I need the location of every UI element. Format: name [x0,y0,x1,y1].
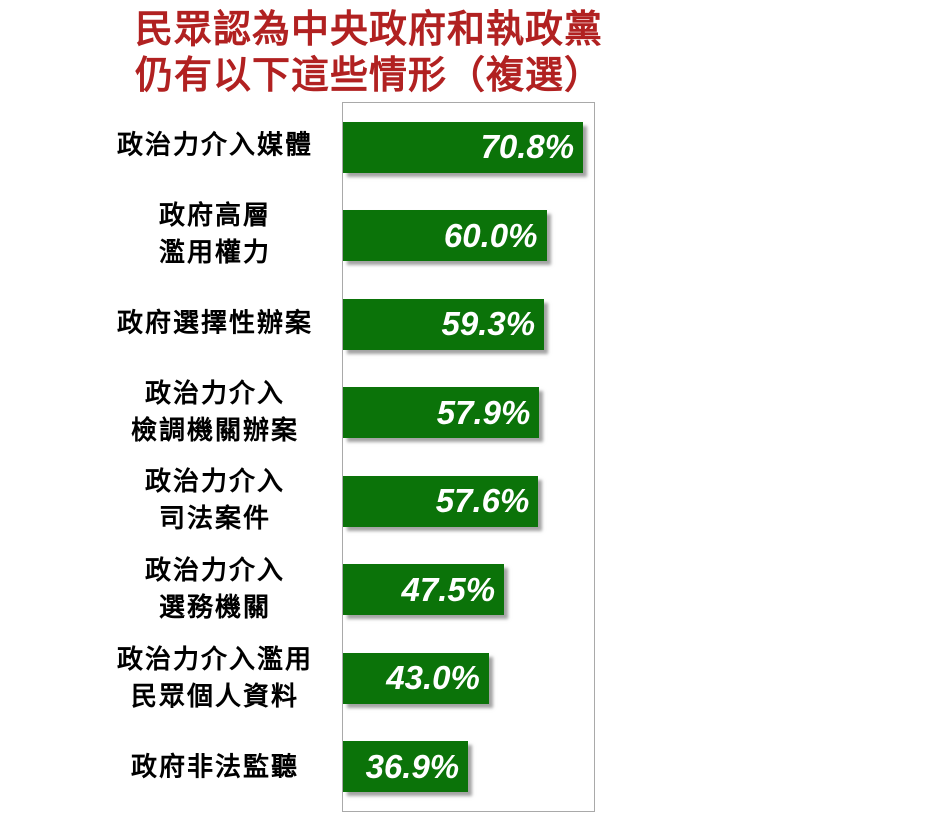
category-label: 政治力介入濫用 民眾個人資料 [95,642,335,716]
bar-value-label: 60.0% [443,216,538,254]
category-label: 政治力介入 選務機關 [95,553,335,627]
bar-value-label: 57.9% [436,393,531,431]
bar-value-label: 43.0% [386,659,480,697]
category-label-line: 民眾個人資料 [130,681,299,712]
bar-value-label: 70.8% [480,128,575,166]
category-label-line: 政治力介入 [144,556,285,587]
category-label: 政府高層 濫用權力 [95,198,335,272]
bar: 60.0% [343,210,547,262]
category-label-line: 政府選擇性辦案 [116,308,313,339]
bar: 36.9% [343,741,469,793]
category-label-line: 選務機關 [158,593,271,624]
category-label-line: 司法案件 [158,504,271,535]
category-label-line: 檢調機關辦案 [130,415,299,446]
bar-value-label: 57.6% [435,482,530,520]
category-label-line: 政府高層 [158,201,271,232]
category-axis: 政治力介入媒體 政府高層 濫用權力 政府選擇性辦案 政治力介入 檢調機關辦案 政治力介入 司法… [95,102,335,812]
chart-title-line2: 仍有以下這些情形（複選） [135,52,604,97]
bar-value-label: 47.5% [401,570,496,608]
category-label-line: 濫用權力 [158,238,271,269]
category-label: 政治力介入檢調機關辦案 [95,376,335,450]
bar: 43.0% [343,652,489,704]
category-label-line: 政府非法監聽 [130,752,299,783]
plot-area: 70.8% 60.0% 59.3% 57.9% 57.6% 47.5% 43.0% 36.9% [342,102,595,812]
category-label: 政府非法監聽 [95,749,335,786]
bar: 59.3% [343,298,545,350]
category-label: 政治力介入媒體 [95,128,335,165]
category-label: 政府選擇性辦案 [95,305,335,342]
category-label-line: 政治力介入濫用 [116,644,313,675]
category-label-line: 政治力介入 [144,378,285,409]
bar: 57.9% [343,387,540,439]
bar-value-label: 59.3% [441,305,536,343]
chart-title: 民眾認為中央政府和執政黨 仍有以下這些情形（複選） [135,6,603,98]
category-label: 政治力介入 司法案件 [95,464,335,538]
category-label-line: 政治力介入媒體 [116,130,313,161]
bar-value-label: 36.9% [365,747,460,785]
bar: 70.8% [343,121,584,173]
category-label-line: 政治力介入 [144,467,285,498]
bar: 57.6% [343,475,539,527]
chart-title-line1: 民眾認為中央政府和執政黨 [135,6,604,51]
bar: 47.5% [343,564,505,616]
